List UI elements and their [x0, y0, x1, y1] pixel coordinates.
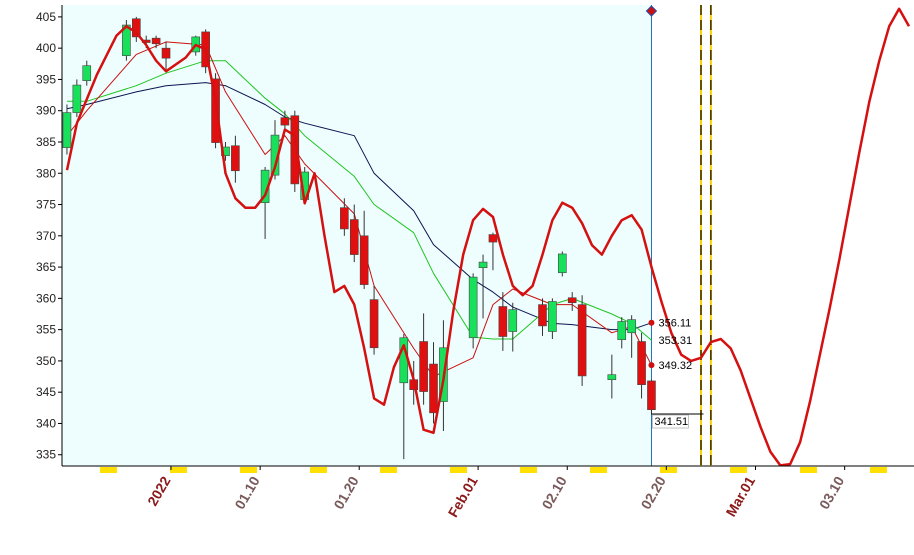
y-tick-label: 360 [36, 291, 56, 305]
candle-body [627, 319, 636, 334]
candle-body [647, 380, 656, 411]
plot-area [62, 5, 911, 466]
x-tick-label: Feb.01 [445, 473, 481, 520]
x-tick-label: 2022 [144, 473, 174, 508]
marker-diamond [645, 5, 658, 17]
candle-body [607, 374, 617, 380]
axis-marker [240, 467, 257, 473]
annotation-label: 341.51 [654, 416, 688, 428]
y-tick-label: 350 [36, 354, 56, 368]
y-tick-label: 345 [36, 385, 56, 399]
candle-body [161, 47, 171, 59]
candle-body [132, 18, 141, 38]
annotation-dot [648, 362, 655, 369]
annotation-label: 349.32 [658, 360, 692, 372]
candle-body [122, 24, 131, 56]
candle-body [488, 234, 498, 243]
candle-body [617, 321, 627, 340]
candle-body [419, 341, 428, 392]
y-tick-label: 405 [36, 10, 56, 24]
y-tick-label: 355 [36, 323, 56, 337]
axis-marker [870, 467, 887, 473]
annotation-label: 353.31 [658, 335, 692, 347]
candle-body [429, 363, 438, 414]
x-tick-label: 03.10 [816, 473, 847, 512]
y-tick-label: 380 [36, 166, 56, 180]
x-tick-label: 02.20 [638, 473, 669, 512]
y-tick-label: 370 [36, 229, 56, 243]
candle-body [340, 207, 349, 230]
axis-marker [800, 467, 817, 473]
y-tick-label: 365 [36, 260, 56, 274]
y-tick-label: 395 [36, 72, 56, 86]
annotation-label: 356.11 [658, 318, 691, 330]
candle-body [72, 84, 82, 113]
candle-body [62, 112, 72, 148]
axis-marker [380, 467, 397, 473]
axis-marker [660, 467, 677, 473]
candle-body [359, 235, 369, 285]
candle-body [478, 261, 488, 269]
candle-body [567, 297, 577, 304]
axis-marker [590, 467, 607, 473]
axis-marker [730, 467, 747, 473]
axis-marker [450, 467, 467, 473]
axis-marker [310, 467, 327, 473]
candle-body [82, 65, 92, 81]
level-label-box [652, 414, 689, 429]
candle-body [498, 306, 508, 337]
candle-body [637, 341, 646, 385]
y-tick-label: 385 [36, 135, 56, 149]
y-tick-label: 335 [36, 448, 56, 462]
candle-body [508, 309, 518, 332]
candle-body [290, 115, 300, 185]
y-tick-label: 390 [36, 104, 56, 118]
candle-body [468, 276, 478, 339]
candle-body [577, 304, 587, 377]
line-series [65, 7, 911, 466]
candle-body [349, 219, 359, 255]
x-tick-label: Mar.01 [722, 473, 758, 519]
candle-body [369, 299, 379, 349]
candle-body [558, 253, 567, 274]
candle-body [538, 304, 547, 327]
candle-body [548, 301, 557, 332]
axis-marker [100, 467, 117, 473]
y-tick-label: 375 [36, 198, 56, 212]
y-tick-label: 340 [36, 416, 56, 430]
candle-body [231, 145, 240, 172]
x-tick-label: 02.10 [538, 473, 569, 512]
x-tick-label: 01.10 [231, 473, 262, 512]
line-series [66, 82, 652, 331]
candle-body [280, 117, 290, 126]
x-tick-label: 01.20 [330, 473, 361, 512]
axis-marker [170, 467, 187, 473]
y-tick-label: 400 [36, 41, 56, 55]
candle-body [211, 78, 220, 143]
axis-marker [520, 467, 537, 473]
line-series [67, 60, 652, 341]
candle-body [151, 37, 161, 45]
annotation-dot [648, 319, 655, 326]
